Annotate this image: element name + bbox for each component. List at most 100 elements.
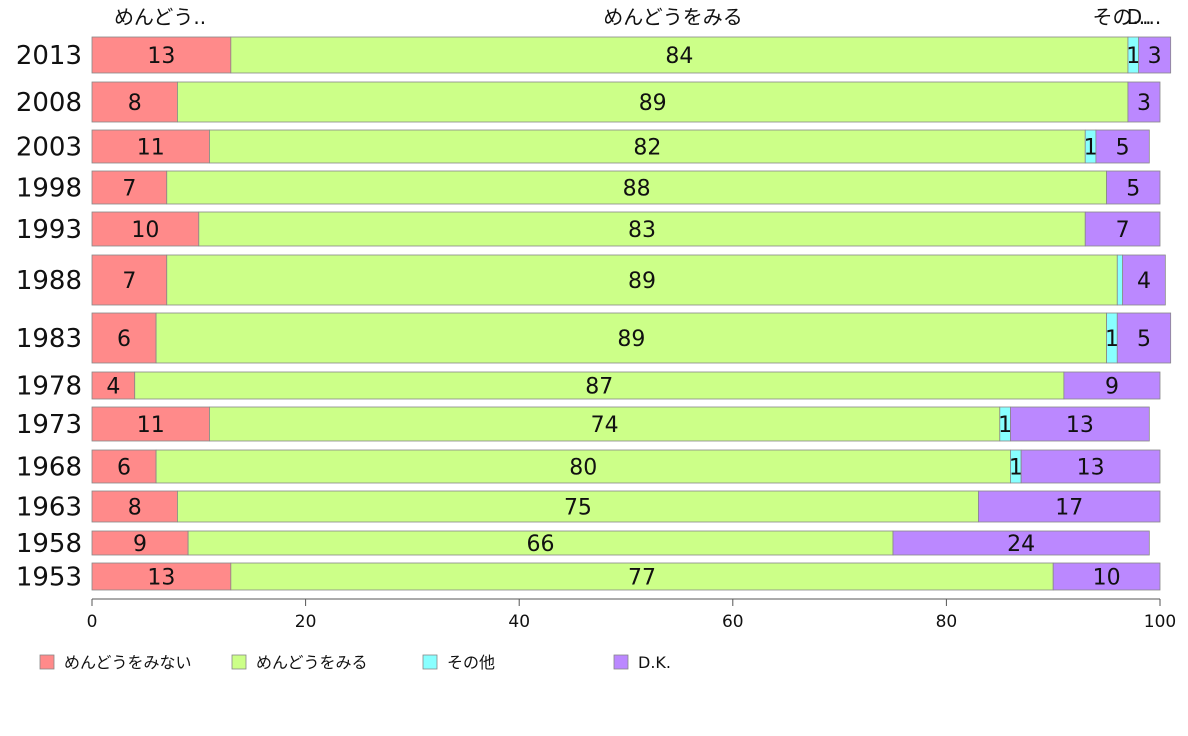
data-label: 82 bbox=[633, 136, 661, 161]
year-label: 1963 bbox=[16, 493, 82, 523]
data-label: 4 bbox=[1137, 269, 1151, 294]
year-label: 1993 bbox=[16, 215, 82, 245]
year-label: 1958 bbox=[16, 529, 82, 559]
legend-swatch bbox=[231, 654, 247, 670]
year-label: 1968 bbox=[16, 453, 82, 483]
data-label: 4 bbox=[106, 375, 120, 400]
data-label: 84 bbox=[665, 44, 693, 69]
legend-label: D.K. bbox=[638, 653, 671, 672]
bar-segment bbox=[1122, 254, 1166, 306]
data-label: 1 bbox=[998, 413, 1012, 438]
x-tick-label: 60 bbox=[722, 612, 744, 632]
legend-label: その他 bbox=[447, 653, 495, 672]
bar-segment bbox=[230, 562, 1054, 591]
data-label: 6 bbox=[117, 327, 131, 352]
data-label: 11 bbox=[137, 136, 165, 161]
data-label: 77 bbox=[628, 566, 656, 591]
data-label: 5 bbox=[1116, 136, 1130, 161]
year-label: 1973 bbox=[16, 410, 82, 440]
bar-segment bbox=[91, 406, 210, 442]
data-label: 13 bbox=[147, 566, 175, 591]
x-tick-label: 40 bbox=[508, 612, 530, 632]
bar-segment bbox=[155, 312, 1108, 364]
bar-segment bbox=[91, 129, 210, 164]
bar-segment bbox=[91, 312, 157, 364]
data-label: 88 bbox=[623, 177, 651, 202]
data-label: 17 bbox=[1055, 496, 1083, 521]
year-label: 1978 bbox=[16, 372, 82, 402]
data-label: 13 bbox=[147, 44, 175, 69]
data-label: 13 bbox=[1066, 413, 1094, 438]
top-series-label: めんどう.. bbox=[114, 5, 206, 29]
legend-swatch bbox=[39, 654, 55, 670]
data-label: 7 bbox=[122, 177, 136, 202]
data-label: 9 bbox=[1105, 375, 1119, 400]
bar-segment bbox=[91, 170, 168, 205]
x-tick-label: 100 bbox=[1144, 612, 1176, 632]
bar-segment bbox=[91, 81, 178, 123]
data-label: 83 bbox=[628, 218, 656, 243]
data-label: 1 bbox=[1009, 456, 1023, 481]
bar-segment bbox=[1084, 211, 1161, 247]
data-label: 89 bbox=[639, 91, 667, 116]
bar-segment bbox=[91, 211, 200, 247]
data-label: 7 bbox=[122, 269, 136, 294]
data-label: 75 bbox=[564, 496, 592, 521]
data-label: 9 bbox=[133, 532, 147, 557]
x-tick-label: 80 bbox=[936, 612, 958, 632]
bar-segment bbox=[187, 530, 894, 556]
top-series-label: その... bbox=[1092, 5, 1151, 29]
data-label: 5 bbox=[1126, 177, 1140, 202]
data-label: 89 bbox=[617, 327, 645, 352]
data-label: 66 bbox=[527, 532, 555, 557]
top-series-label: D... bbox=[1127, 5, 1161, 29]
data-label: 10 bbox=[131, 218, 159, 243]
data-label: 1 bbox=[1084, 136, 1098, 161]
data-label: 8 bbox=[128, 91, 142, 116]
legend-swatch bbox=[613, 654, 629, 670]
bar-segment bbox=[91, 530, 189, 556]
bar-segment bbox=[209, 129, 1086, 164]
data-label: 5 bbox=[1137, 327, 1151, 352]
bar-segment bbox=[1138, 36, 1172, 74]
data-label: 80 bbox=[569, 456, 597, 481]
bar-segment bbox=[166, 170, 1108, 205]
bar-segment bbox=[892, 530, 1150, 556]
bar-segment bbox=[155, 449, 1011, 484]
bar-segment bbox=[1020, 449, 1161, 484]
year-label: 2008 bbox=[16, 88, 82, 118]
year-label: 1983 bbox=[16, 324, 82, 354]
bar-segment bbox=[177, 490, 979, 523]
bar-segment bbox=[230, 36, 1129, 74]
bar-segment bbox=[1063, 371, 1161, 400]
year-label: 1998 bbox=[16, 174, 82, 204]
bar-segment bbox=[978, 490, 1161, 523]
legend: めんどうをみない めんどうをみる その他 D.K. bbox=[39, 653, 671, 672]
data-label: 87 bbox=[585, 375, 613, 400]
data-label: 1 bbox=[1126, 44, 1140, 69]
data-label: 6 bbox=[117, 456, 131, 481]
data-label: 89 bbox=[628, 269, 656, 294]
data-label: 24 bbox=[1007, 532, 1035, 557]
legend-swatch bbox=[422, 654, 438, 670]
bar-segment bbox=[166, 254, 1118, 306]
data-label: 8 bbox=[128, 496, 142, 521]
bar-segment bbox=[134, 371, 1065, 400]
bar-segment bbox=[1127, 81, 1161, 123]
bar-segment bbox=[1052, 562, 1161, 591]
data-label: 3 bbox=[1137, 91, 1151, 116]
year-label: 2003 bbox=[16, 133, 82, 163]
data-label: 74 bbox=[591, 413, 619, 438]
year-label: 2013 bbox=[16, 41, 82, 71]
bar-segment bbox=[1116, 312, 1172, 364]
bar-segment bbox=[91, 254, 168, 306]
bar-segment bbox=[91, 490, 178, 523]
data-label: 10 bbox=[1093, 566, 1121, 591]
bar-segment bbox=[91, 36, 232, 74]
bar-segment bbox=[1010, 406, 1150, 442]
year-label: 1988 bbox=[16, 266, 82, 296]
year-label: 1953 bbox=[16, 563, 82, 593]
x-tick-label: 0 bbox=[87, 612, 98, 632]
